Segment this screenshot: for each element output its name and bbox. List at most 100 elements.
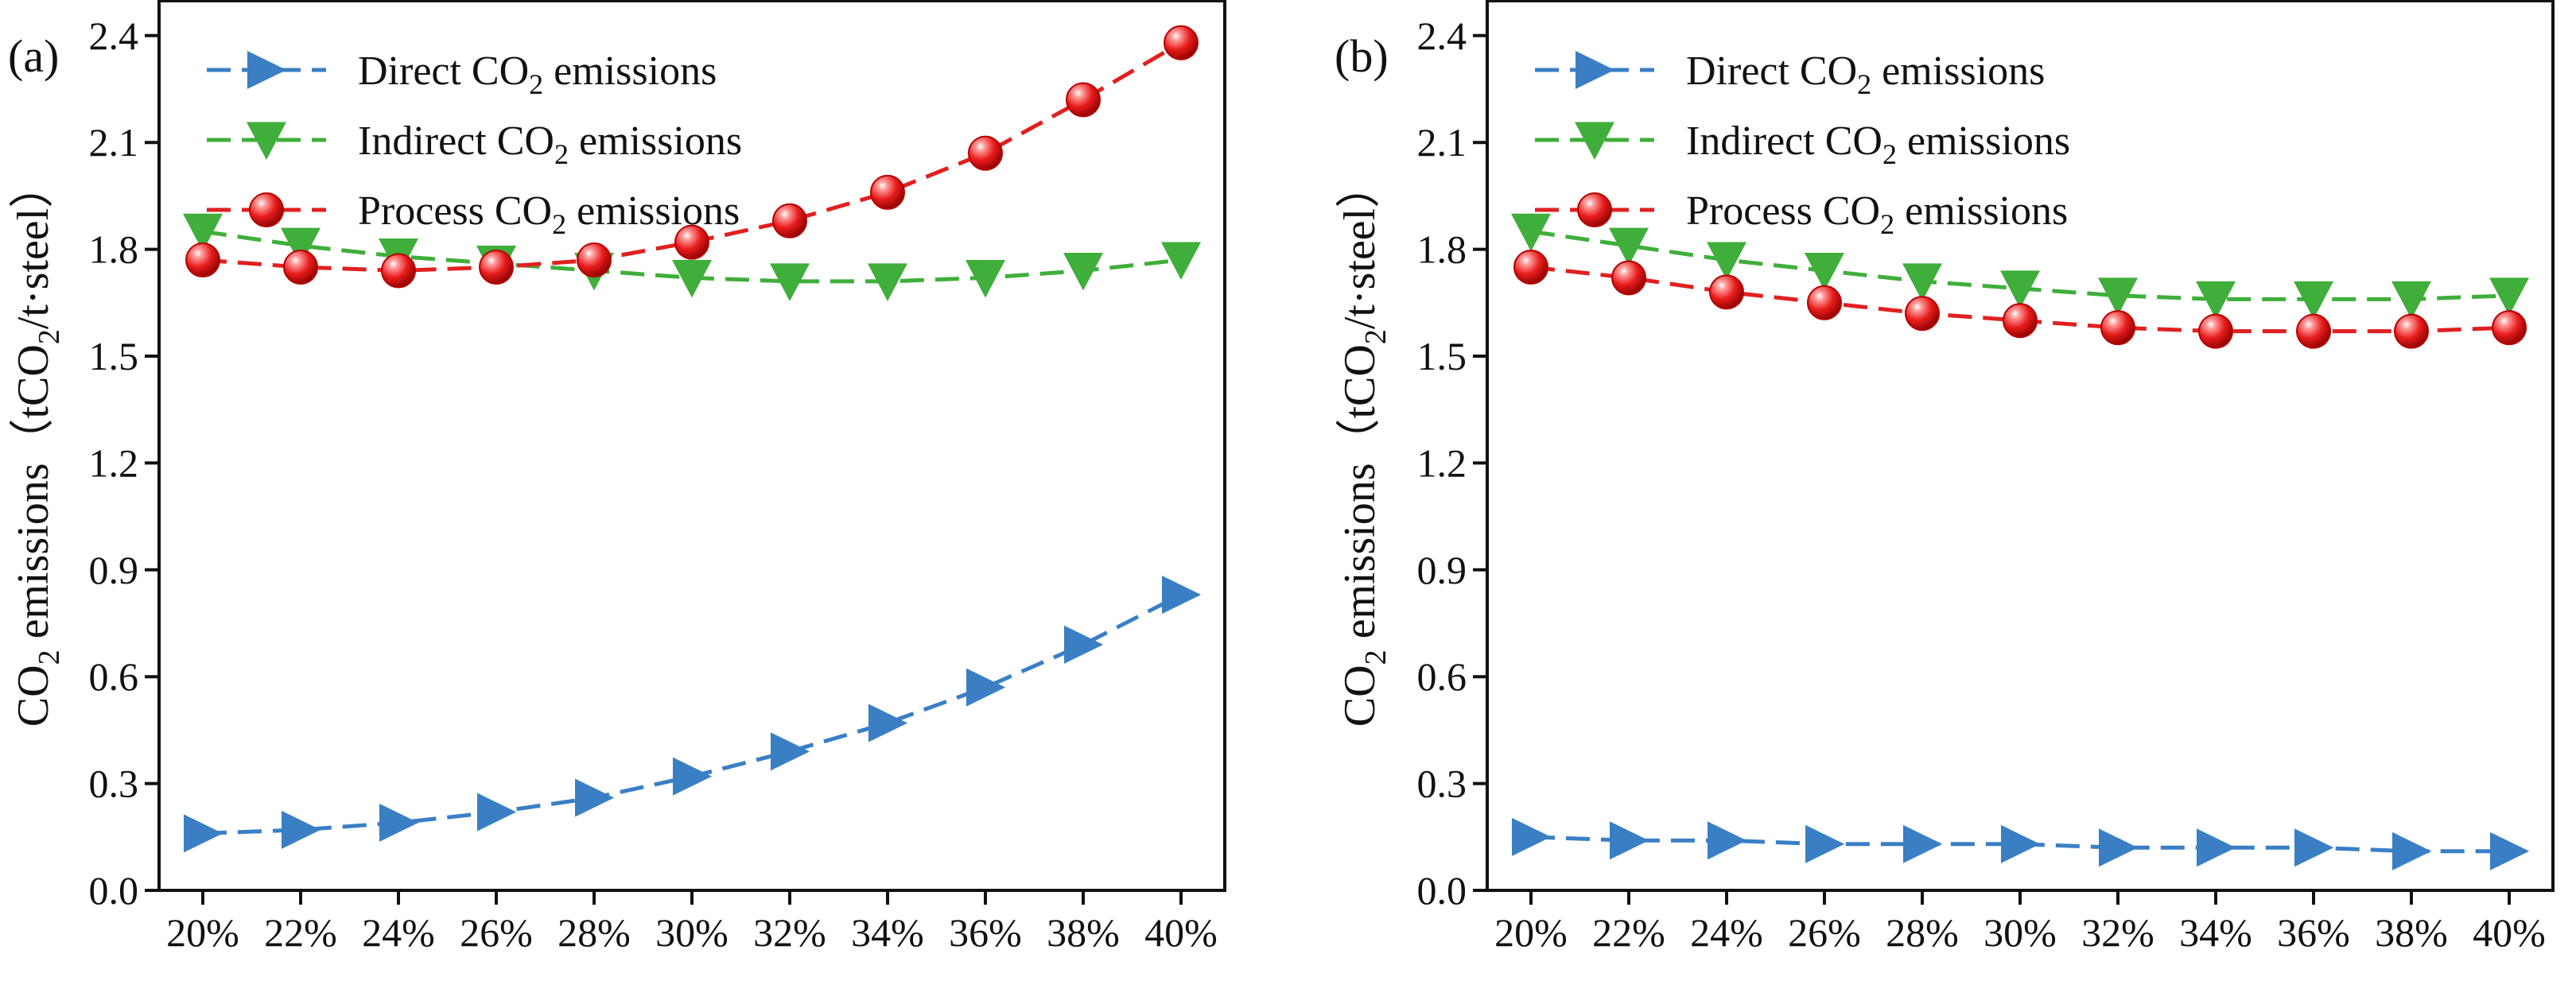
marker-triangle-right: [1064, 625, 1104, 664]
legend-label: Indirect CO2 emissions: [1686, 118, 2070, 170]
y-tick-label: 0.9: [89, 548, 139, 592]
marker-triangle-down: [1609, 227, 1649, 266]
x-tick-label: 24%: [362, 910, 435, 955]
x-tick-label: 30%: [1983, 910, 2057, 955]
series-triangle-down: [1511, 213, 2529, 320]
marker-triangle-down: [183, 213, 223, 252]
x-tick-label: 38%: [2375, 910, 2448, 955]
text-part: emissions: [1871, 48, 2045, 94]
y-tick-label: 1.5: [89, 334, 139, 378]
marker-triangle-down: [2294, 281, 2333, 320]
y-axis-title-group: CO2 emissions（tCO2/t·steel）: [9, 164, 66, 727]
marker-sphere: [1611, 260, 1646, 296]
marker-triangle-right: [2099, 828, 2139, 867]
y-tick-label: 1.8: [89, 227, 139, 272]
x-tick-label: 40%: [2473, 910, 2546, 955]
marker-sphere: [2198, 313, 2233, 349]
marker-triangle-down: [1063, 252, 1103, 291]
text-part: CO: [1335, 665, 1385, 727]
x-tick-label: 32%: [753, 910, 826, 955]
series-triangle-right: [184, 576, 1202, 853]
series-sphere: [185, 25, 1199, 289]
marker-triangle-right: [771, 732, 810, 771]
text-part: Indirect CO: [358, 118, 554, 164]
text-part: Process CO: [1686, 188, 1880, 234]
marker-sphere: [2100, 310, 2135, 346]
x-tick-label: 30%: [655, 910, 729, 955]
marker-triangle-right: [247, 51, 287, 89]
series-line: [1530, 835, 2509, 854]
marker-triangle-down: [247, 122, 286, 160]
marker-triangle-right: [966, 668, 1006, 707]
legend-entry: Direct CO2 emissions: [207, 48, 717, 100]
marker-sphere: [249, 192, 284, 227]
x-tick-label: 36%: [2277, 910, 2350, 955]
marker-triangle-right: [1903, 824, 1943, 863]
marker-sphere: [1066, 82, 1101, 118]
marker-triangle-down: [868, 263, 907, 301]
marker-triangle-right: [1576, 51, 1615, 89]
marker-triangle-right: [2001, 824, 2041, 863]
x-tick-label: 32%: [2081, 910, 2154, 955]
marker-triangle-right: [1162, 576, 1202, 615]
x-tick-label: 34%: [851, 910, 924, 955]
marker-sphere: [185, 242, 220, 278]
x-tick-label: 22%: [1592, 910, 1665, 955]
y-tick-label: 1.5: [1417, 334, 1467, 378]
x-tick-label: 28%: [558, 910, 631, 955]
series-line: [202, 592, 1183, 836]
marker-triangle-right: [673, 757, 713, 796]
y-axis-title: CO2 emissions（tCO2/t·steel）: [9, 164, 66, 727]
y-tick-label: 0.0: [89, 868, 139, 913]
x-tick-label: 26%: [460, 910, 533, 955]
y-tick-label: 2.4: [1417, 14, 1467, 58]
marker-triangle-right: [2197, 828, 2236, 867]
marker-triangle-down: [2489, 277, 2529, 316]
marker-triangle-down: [1805, 252, 1844, 291]
subscript: 2: [1880, 208, 1894, 240]
subscript: 2: [1882, 138, 1897, 170]
marker-triangle-down: [1707, 242, 1746, 281]
series-triangle-right: [1512, 817, 2530, 870]
marker-sphere: [2003, 303, 2038, 339]
text-part: Process CO: [358, 188, 552, 234]
legend-label: Process CO2 emissions: [358, 188, 740, 240]
text-part: Direct CO: [358, 48, 529, 94]
marker-sphere: [1905, 296, 1940, 332]
marker-triangle-down: [281, 227, 321, 266]
marker-triangle-down: [1575, 122, 1614, 160]
subscript: 2: [1359, 649, 1393, 665]
legend-entry: Process CO2 emissions: [207, 188, 740, 240]
marker-triangle-down: [966, 259, 1005, 298]
y-tick-label: 0.3: [1417, 762, 1467, 806]
legend-entry: Direct CO2 emissions: [1535, 48, 2045, 100]
marker-triangle-down: [672, 259, 712, 298]
text-part: CO: [9, 665, 58, 727]
marker-triangle-down: [2391, 281, 2431, 320]
legend-label: Indirect CO2 emissions: [358, 118, 742, 170]
marker-triangle-right: [575, 778, 615, 817]
marker-triangle-down: [1161, 242, 1201, 281]
y-tick-label: 1.2: [1417, 440, 1467, 485]
marker-triangle-right: [184, 814, 223, 853]
marker-sphere: [381, 253, 416, 289]
text-part: emissions: [1894, 188, 2068, 234]
legend-label: Direct CO2 emissions: [358, 48, 717, 100]
legend: Direct CO2 emissions Indirect CO2 emissio…: [1535, 48, 2070, 240]
subscript: 2: [529, 68, 543, 100]
text-part: emissions: [566, 188, 740, 234]
marker-triangle-down: [2196, 281, 2236, 320]
marker-triangle-down: [2098, 277, 2138, 316]
y-axis-title-group: CO2 emissions（tCO2/t·steel）: [1335, 164, 1393, 727]
legend-label: Process CO2 emissions: [1686, 188, 2068, 240]
marker-triangle-right: [1610, 821, 1649, 860]
subscript: 2: [552, 208, 566, 240]
x-tick-label: 20%: [166, 910, 239, 955]
y-tick-label: 2.1: [1417, 120, 1467, 165]
marker-triangle-down: [1511, 213, 1551, 252]
y-tick-label: 0.0: [1417, 868, 1467, 913]
x-tick-label: 38%: [1047, 910, 1120, 955]
marker-sphere: [283, 250, 318, 285]
